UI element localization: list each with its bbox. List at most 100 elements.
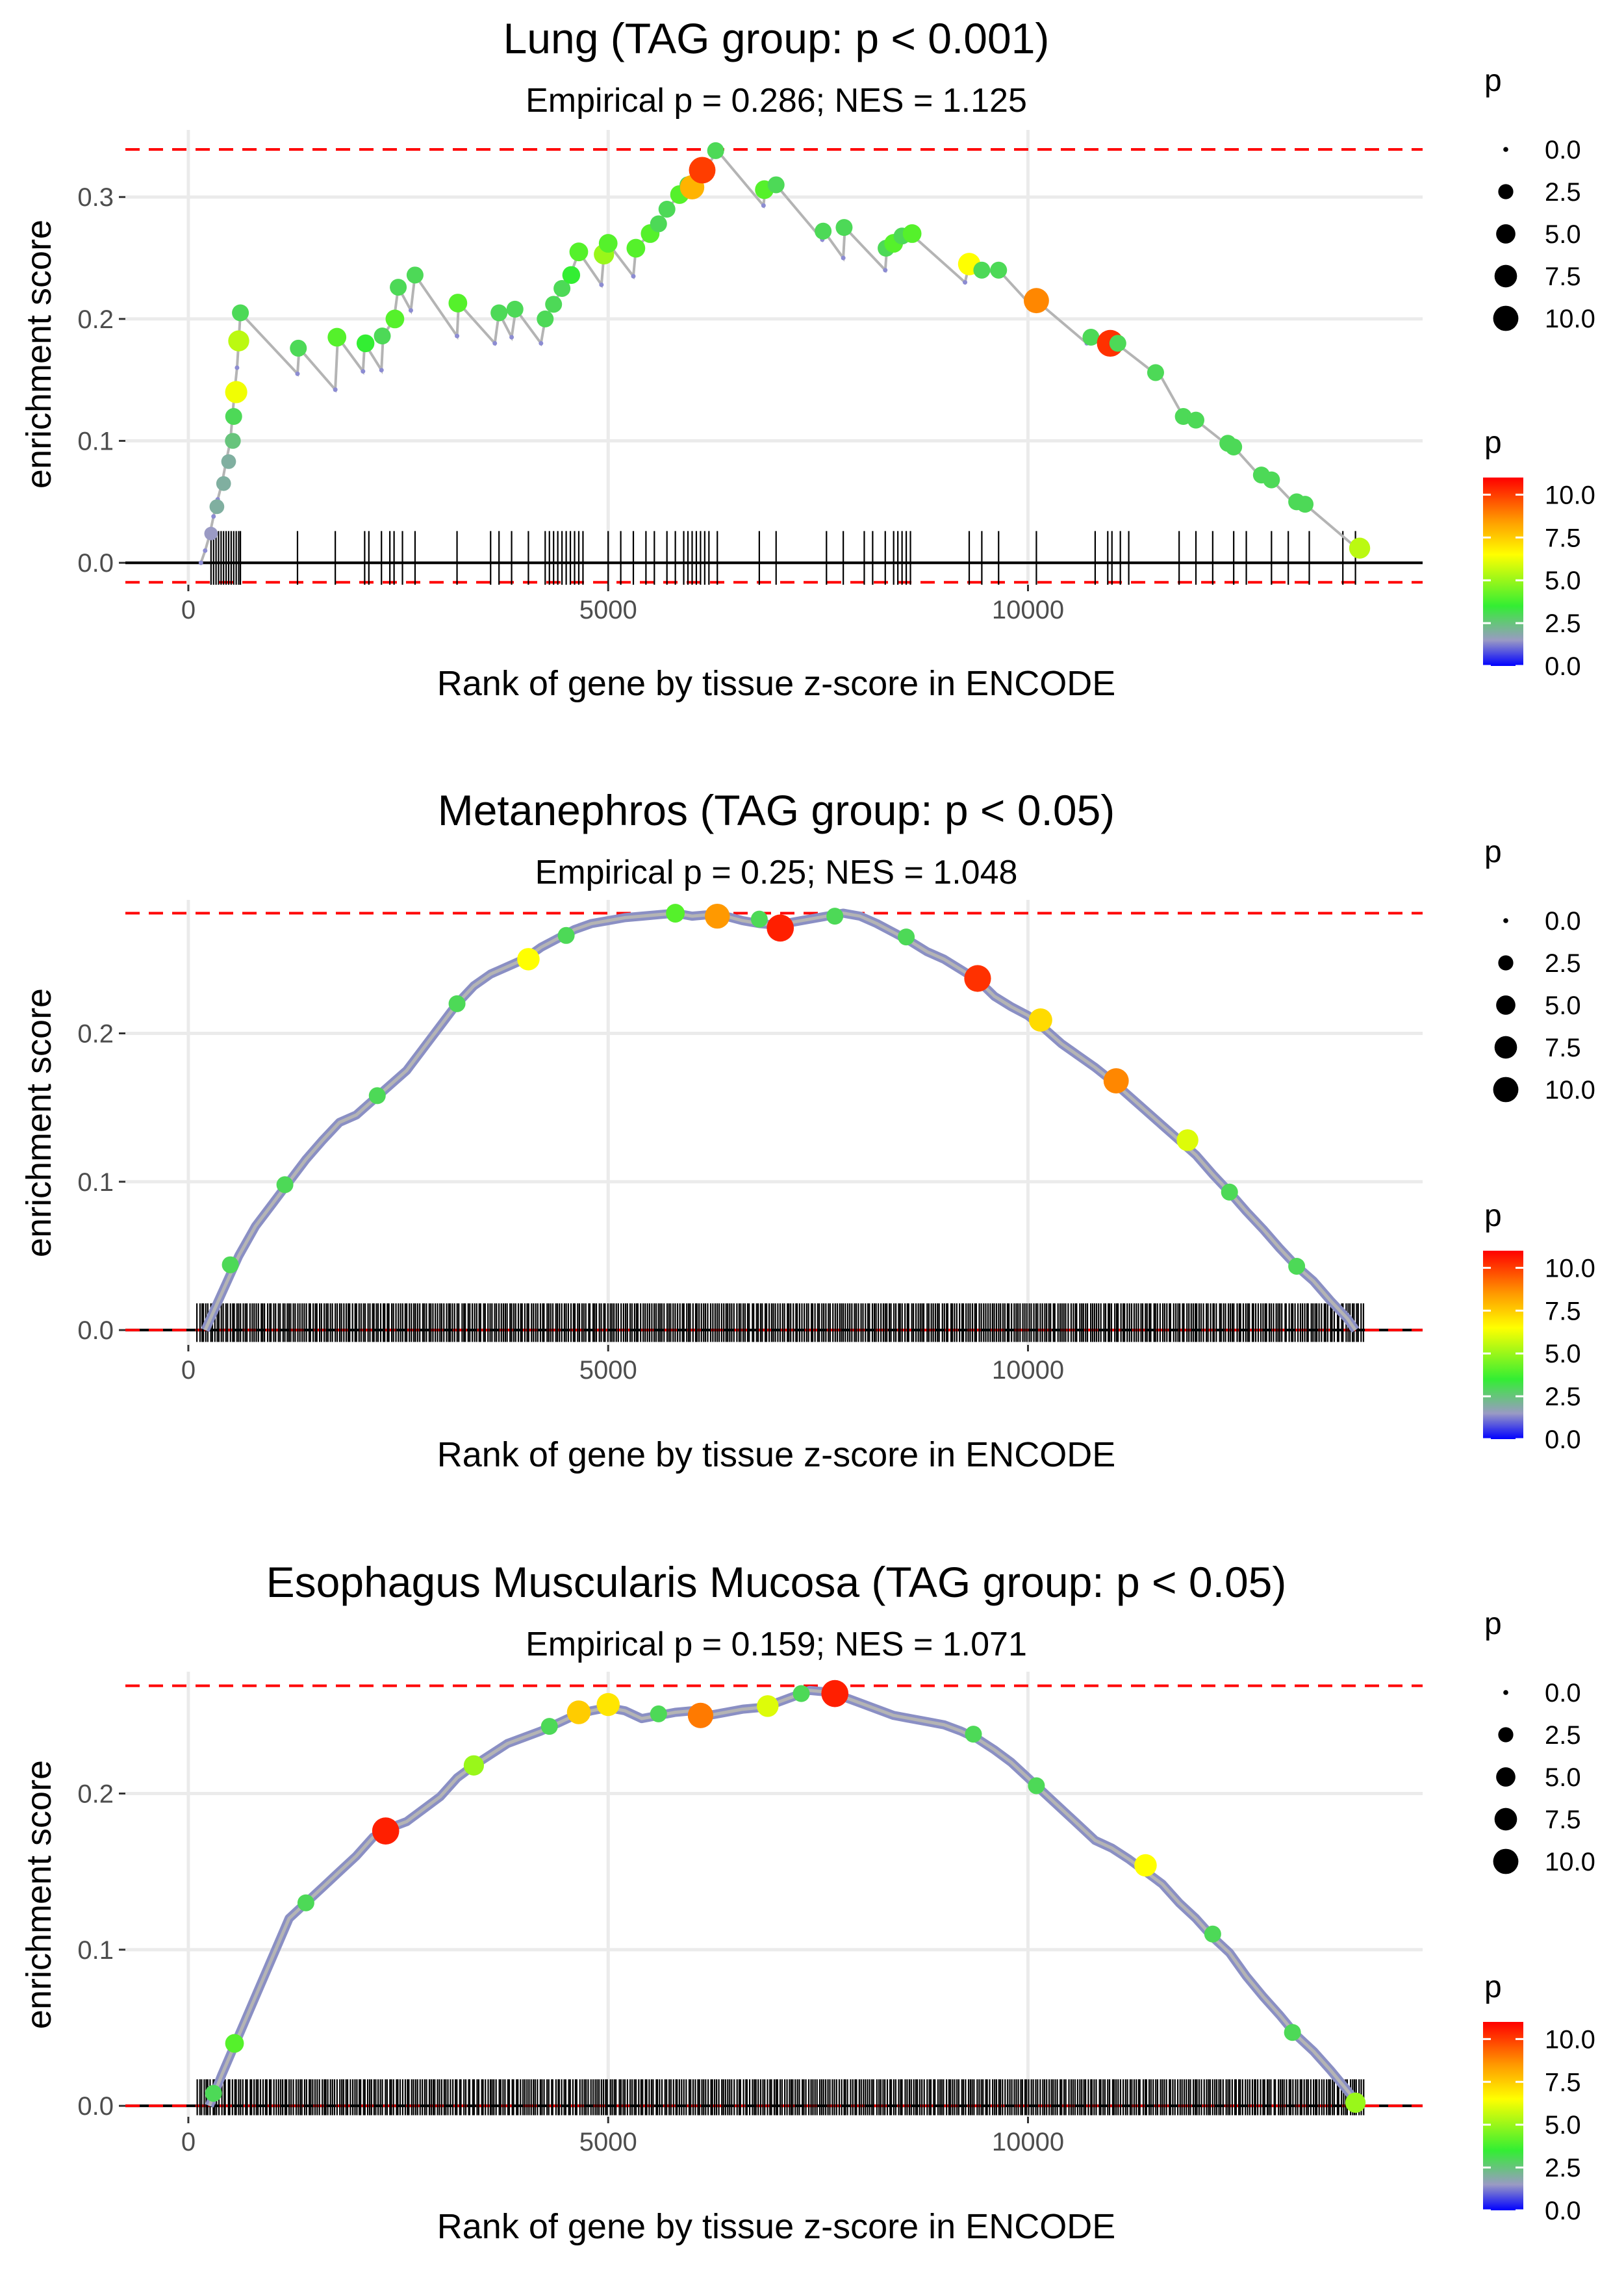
- x-tick-label: 5000: [579, 2128, 637, 2156]
- color-bar: [1483, 478, 1523, 666]
- color-legend-label: 2.5: [1545, 609, 1581, 638]
- y-tick-label: 0.3: [77, 183, 114, 212]
- enrichment-point: [750, 910, 768, 928]
- enrichment-point: [448, 294, 468, 313]
- size-legend-key: [1493, 305, 1519, 331]
- color-bar: [1483, 1251, 1523, 1439]
- color-legend-label: 7.5: [1545, 2068, 1581, 2097]
- curve-vertex: [492, 340, 498, 346]
- enrichment-point: [1349, 537, 1371, 559]
- enrichment-point: [835, 219, 853, 236]
- enrichment-point: [767, 176, 785, 194]
- color-legend-label: 10.0: [1545, 2025, 1595, 2054]
- size-legend-key: [1498, 955, 1514, 971]
- rug: [210, 531, 1356, 585]
- enrichment-point: [1103, 1068, 1129, 1093]
- legends: p 0.0 2.5 5.0 7.5 10.0 p 10.0 7.5 5.0 2.5 0.0 p 0.0 2.…: [1483, 64, 1595, 2225]
- enrichment-point: [757, 1695, 779, 1717]
- enrichment-point: [821, 1680, 849, 1707]
- curve-vertex: [379, 368, 384, 373]
- enrichment-point: [767, 914, 794, 942]
- enrichment-point: [553, 279, 571, 297]
- points: [222, 903, 1306, 1275]
- size-legend-key: [1494, 264, 1517, 288]
- color-legend-title: p: [1484, 1199, 1502, 1233]
- enrichment-point: [216, 476, 231, 491]
- size-legend-label: 7.5: [1545, 262, 1581, 291]
- y-axis: 0.0 0.1 0.2 0.3: [77, 183, 125, 578]
- enrichment-point: [562, 266, 581, 285]
- color-legend-label: 0.0: [1545, 2197, 1581, 2225]
- enrichment-point: [1187, 411, 1205, 429]
- enrichment-point: [221, 454, 236, 469]
- size-legend-key: [1496, 224, 1516, 244]
- enrichment-point: [898, 928, 915, 946]
- enrichment-point: [537, 310, 554, 327]
- enrichment-point: [463, 1755, 485, 1776]
- enrichment-line: [207, 1689, 1362, 2107]
- curve-vertex: [841, 255, 846, 261]
- enrichment-point: [707, 142, 724, 159]
- enrichment-point: [225, 2034, 244, 2053]
- enrichment-point: [626, 238, 646, 258]
- enrichment-curve: [201, 908, 1360, 1333]
- enrichment-point: [1345, 2092, 1366, 2113]
- curve-vertex: [509, 335, 514, 340]
- enrichment-band: [201, 908, 1360, 1333]
- y-tick-label: 0.1: [77, 1936, 114, 1965]
- enrichment-point: [225, 381, 247, 403]
- y-tick-label: 0.2: [77, 1020, 114, 1049]
- enrichment-point: [569, 242, 589, 262]
- size-legend-label: 2.5: [1545, 949, 1581, 978]
- size-legend-label: 7.5: [1545, 1034, 1581, 1062]
- enrichment-point: [225, 408, 242, 426]
- enrichment-point: [1147, 364, 1164, 381]
- color-legend-label: 2.5: [1545, 2154, 1581, 2182]
- curve-vertex: [963, 280, 968, 285]
- size-legend-key: [1503, 918, 1508, 923]
- enrichment-point: [598, 234, 618, 253]
- enrichment-point: [368, 1087, 386, 1105]
- size-legend-key: [1494, 1808, 1517, 1831]
- y-tick-label: 0.0: [77, 1316, 114, 1345]
- enrichment-point: [1284, 2024, 1301, 2041]
- enrichment-point: [666, 904, 685, 923]
- enrichment-point: [964, 965, 991, 992]
- enrichment-point: [297, 1894, 314, 1911]
- enrichment-point: [225, 433, 241, 449]
- enrichment-point: [372, 1817, 400, 1845]
- chart-subtitle: Empirical p = 0.159; NES = 1.071: [526, 1626, 1027, 1663]
- legend-group: p 0.0 2.5 5.0 7.5 10.0 p 10.0 7.5 5.0 2.5 0.0: [1483, 1607, 1595, 2225]
- enrichment-point: [1176, 1129, 1199, 1151]
- size-legend-label: 0.0: [1545, 1679, 1581, 1707]
- enrichment-band: [205, 1685, 1364, 2109]
- size-legend-label: 5.0: [1545, 991, 1581, 1020]
- enrichment-point: [209, 499, 225, 515]
- chart-panel-lung: Lung (TAG group: p < 0.001) Empirical p …: [19, 14, 1423, 703]
- color-legend-label: 0.0: [1545, 652, 1581, 681]
- enrichment-point: [490, 304, 508, 322]
- size-legend-key: [1498, 1727, 1514, 1743]
- size-legend-label: 10.0: [1545, 1076, 1595, 1105]
- y-axis-label: enrichment score: [19, 1760, 58, 2029]
- curve-vertex: [361, 369, 366, 374]
- color-legend-label: 5.0: [1545, 1340, 1581, 1368]
- size-legend-key: [1498, 184, 1514, 199]
- enrichment-point: [517, 948, 540, 971]
- color-legend-label: 5.0: [1545, 2111, 1581, 2140]
- y-tick-label: 0.1: [77, 1168, 114, 1197]
- enrichment-point: [204, 526, 218, 541]
- color-legend-label: 0.0: [1545, 1425, 1581, 1454]
- chart-title: Lung (TAG group: p < 0.001): [503, 14, 1050, 62]
- enrichment-point: [1297, 496, 1314, 513]
- enrichment-point: [650, 215, 667, 233]
- chart-subtitle: Empirical p = 0.286; NES = 1.125: [526, 82, 1027, 120]
- curve-vertex: [203, 548, 208, 553]
- x-axis-label: Rank of gene by tissue z-score in ENCODE: [437, 1435, 1115, 1474]
- enrichment-point: [290, 339, 307, 357]
- enrichment-point: [374, 327, 391, 345]
- x-tick-label: 5000: [579, 1356, 637, 1385]
- reference-lines: [125, 912, 1423, 1332]
- size-legend-label: 0.0: [1545, 907, 1581, 936]
- enrichment-point: [205, 2084, 222, 2102]
